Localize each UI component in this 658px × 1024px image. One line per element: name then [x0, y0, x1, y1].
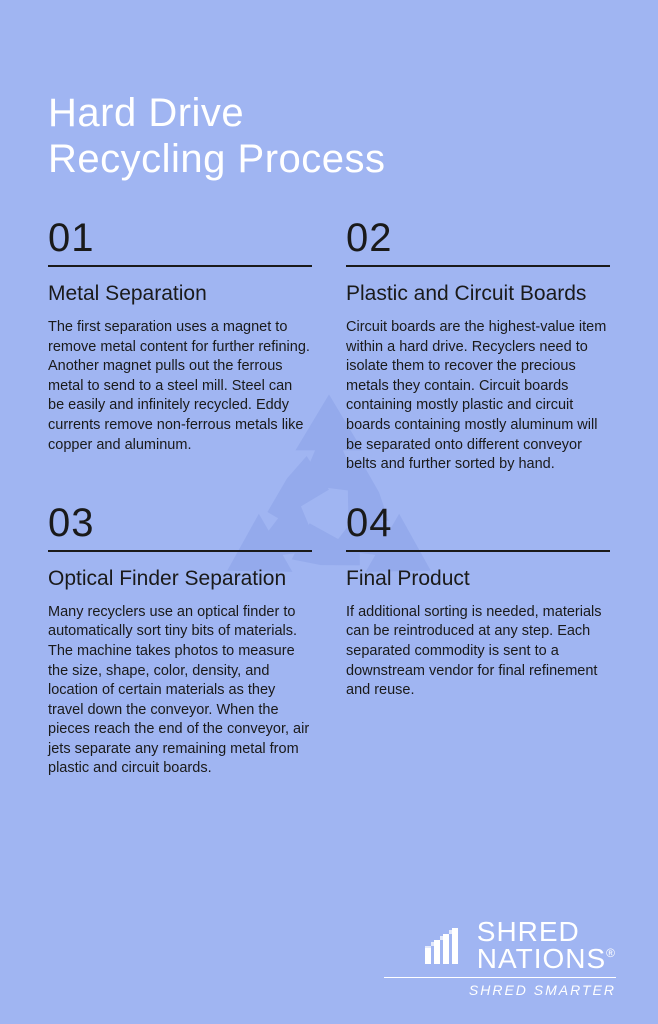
step-01: 01 Metal Separation The first separation…	[48, 216, 312, 475]
logo-top-row: SHRED NATIONS®	[425, 919, 616, 972]
step-heading: Optical Finder Separation	[48, 566, 312, 591]
step-heading: Plastic and Circuit Boards	[346, 281, 610, 306]
page-title: Hard Drive Recycling Process	[48, 90, 610, 182]
step-03: 03 Optical Finder Separation Many recycl…	[48, 501, 312, 779]
steps-grid: 01 Metal Separation The first separation…	[48, 216, 610, 779]
divider	[346, 265, 610, 267]
title-line-2: Recycling Process	[48, 137, 386, 181]
step-number: 01	[48, 216, 312, 261]
step-heading: Metal Separation	[48, 281, 312, 306]
step-number: 03	[48, 501, 312, 546]
divider	[48, 265, 312, 267]
brand-line2: NATIONS	[477, 943, 606, 974]
step-heading: Final Product	[346, 566, 610, 591]
brand-logo: SHRED NATIONS® SHRED SMARTER	[384, 919, 616, 998]
step-body: If additional sorting is needed, materia…	[346, 603, 610, 701]
step-body: The first separation uses a magnet to re…	[48, 318, 312, 455]
registered-mark: ®	[606, 946, 616, 960]
logo-text: SHRED NATIONS®	[477, 919, 616, 972]
divider	[48, 550, 312, 552]
step-body: Many recyclers use an optical finder to …	[48, 603, 312, 779]
logo-tagline: SHRED SMARTER	[469, 982, 616, 998]
logo-underline	[384, 977, 616, 979]
step-number: 04	[346, 501, 610, 546]
step-number: 02	[346, 216, 610, 261]
divider	[346, 550, 610, 552]
content-container: Hard Drive Recycling Process 01 Metal Se…	[0, 0, 658, 779]
step-04: 04 Final Product If additional sorting i…	[346, 501, 610, 779]
step-02: 02 Plastic and Circuit Boards Circuit bo…	[346, 216, 610, 475]
step-body: Circuit boards are the highest-value ite…	[346, 318, 610, 475]
shred-bars-icon	[425, 928, 469, 964]
title-line-1: Hard Drive	[48, 91, 244, 135]
